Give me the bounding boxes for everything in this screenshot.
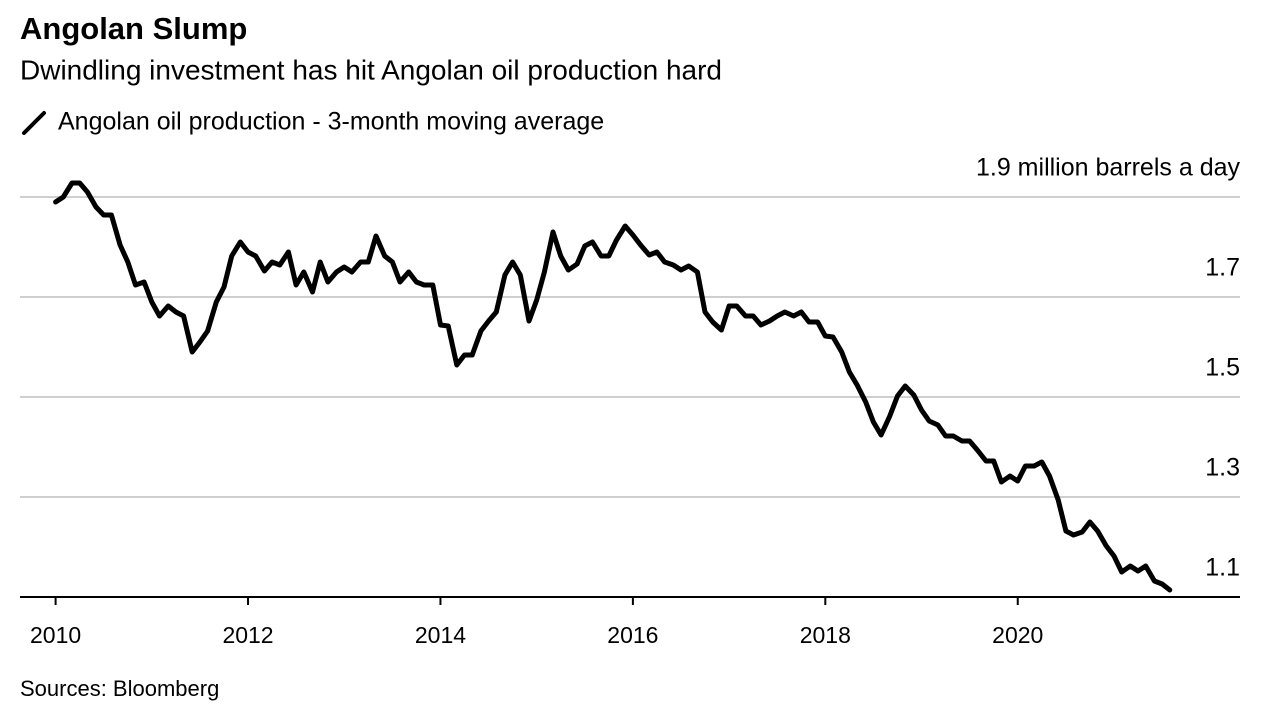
- x-tick-label: 2016: [607, 622, 658, 648]
- chart-subtitle: Dwindling investment has hit Angolan oil…: [20, 54, 722, 85]
- y-tick-label: 1.9 million barrels a day: [976, 154, 1241, 182]
- x-tick-label: 2020: [992, 622, 1043, 648]
- source-note: Sources: Bloomberg: [20, 676, 219, 701]
- x-tick-label: 2012: [222, 622, 273, 648]
- x-tick-label: 2014: [415, 622, 466, 648]
- x-tick-label: 2010: [30, 622, 81, 648]
- y-tick-label: 1.1: [1205, 554, 1240, 582]
- chart-title: Angolan Slump: [20, 11, 247, 46]
- y-tick-label: 1.3: [1205, 454, 1240, 482]
- y-tick-label: 1.7: [1205, 254, 1240, 282]
- y-tick-label: 1.5: [1205, 354, 1240, 382]
- legend: Angolan oil production - 3-month moving …: [22, 108, 604, 136]
- data-line: [53, 180, 1173, 593]
- legend-label: Angolan oil production - 3-month moving …: [58, 108, 604, 136]
- x-tick-label: 2018: [800, 622, 851, 648]
- legend-swatch: [22, 111, 46, 135]
